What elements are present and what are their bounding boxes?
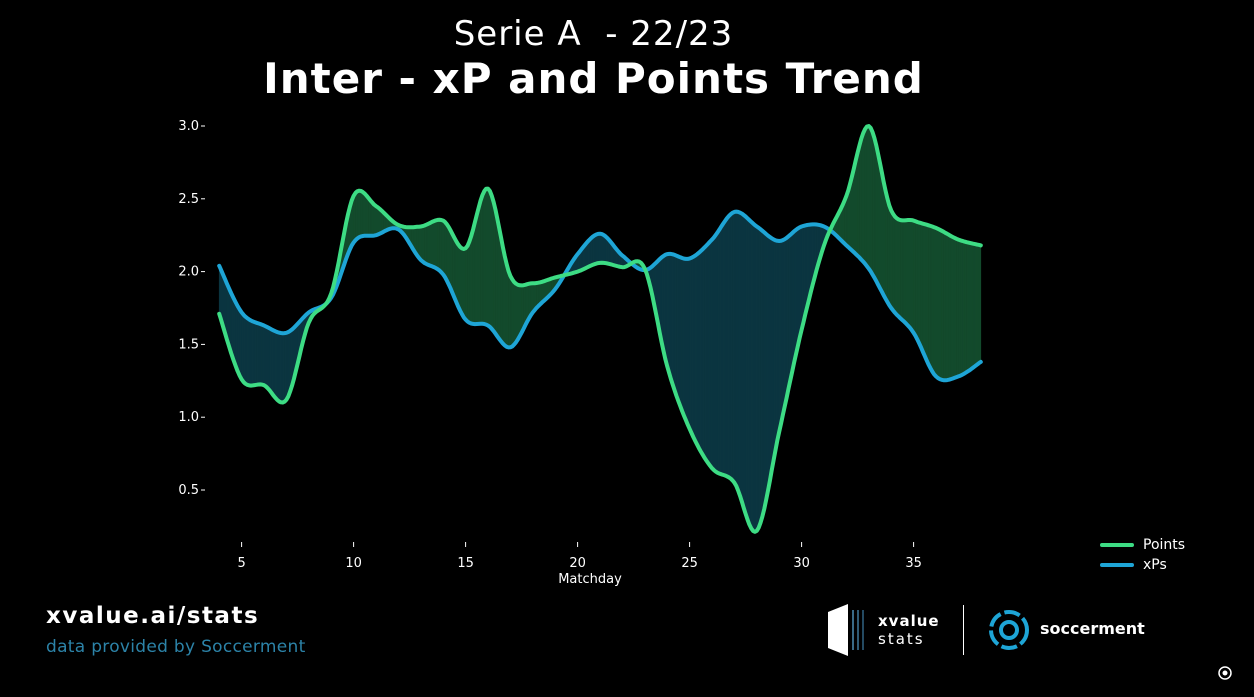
fill-segment: [968, 242, 972, 372]
logo-divider: [963, 605, 964, 655]
xvalue-logo-icon: [828, 604, 864, 656]
legend-swatch-points: [1100, 543, 1134, 547]
soccerment-logo: soccerment: [986, 607, 1146, 653]
chart-title: Inter - xP and Points Trend: [263, 54, 924, 103]
x-tick-label: 5: [237, 556, 245, 571]
x-tick-label: 35: [905, 556, 922, 571]
series-lines: [217, 124, 983, 534]
corner-settings-icon[interactable]: [1215, 663, 1235, 683]
legend-label-points: Points: [1143, 537, 1186, 553]
x-axis-label: Matchday: [558, 572, 622, 587]
y-tick-label: 1.0: [178, 410, 199, 425]
y-tick-label: 2.5: [178, 192, 199, 207]
fill-segment: [970, 242, 974, 370]
xvalue-wordmark: xvalue: [878, 612, 940, 630]
y-tick-label: 0.5: [178, 483, 199, 498]
x-tick-label: 25: [681, 556, 698, 571]
y-tick-label: 3.0: [178, 119, 199, 134]
fill-segment: [979, 244, 982, 364]
fill-segment: [960, 239, 963, 377]
fill-segment: [966, 241, 970, 373]
fill-segment: [237, 304, 240, 376]
legend-item-xps: xPs: [1100, 555, 1185, 575]
y-tick-label: 2.0: [178, 265, 199, 280]
legend-item-points: Points: [1100, 535, 1185, 555]
x-tick-label: 30: [793, 556, 810, 571]
x-tick-label: 20: [569, 556, 586, 571]
soccerment-logo-icon: [989, 610, 1029, 650]
x-tick-label: 10: [345, 556, 362, 571]
xvalue-logo: xvalue stats: [828, 604, 948, 656]
legend-swatch-xps: [1100, 563, 1134, 567]
chart-subtitle: Serie A - 22/23: [453, 14, 734, 54]
x-tick-label: 15: [457, 556, 474, 571]
data-credit: data provided by Soccerment: [46, 637, 306, 657]
legend-label-xps: xPs: [1143, 557, 1167, 573]
y-tick-label: 1.5: [178, 337, 199, 352]
axes: 0.5 1.0 1.5 2.0 2.5 3.0 5 10 15 20 25 30 35 Matchday: [178, 119, 922, 587]
xvalue-stats-wordmark: stats: [878, 630, 925, 648]
legend: Points xPs: [1100, 535, 1185, 575]
site-url[interactable]: xvalue.ai/stats: [46, 603, 260, 629]
fill-segment: [962, 240, 965, 376]
fill-between-layer: [218, 125, 982, 533]
soccerment-wordmark: soccerment: [1040, 619, 1145, 638]
fill-segment: [964, 241, 967, 375]
points-line: [217, 124, 983, 534]
xps-line: [217, 209, 983, 383]
